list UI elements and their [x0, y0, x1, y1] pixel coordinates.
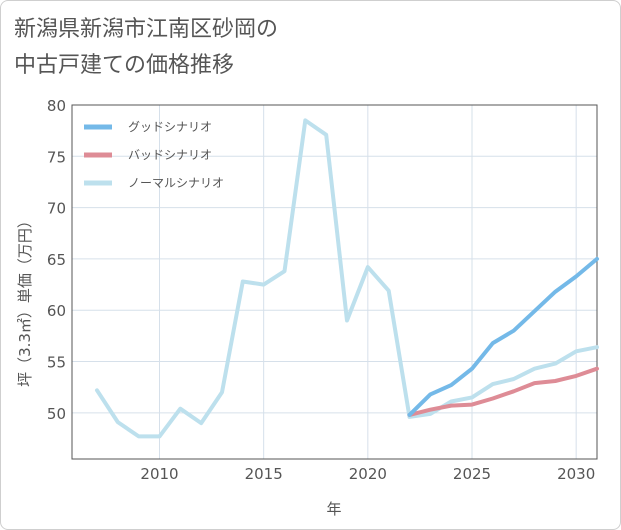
legend-label-1: グッドシナリオ	[128, 120, 212, 134]
legend-label-2: バッドシナリオ	[128, 148, 212, 162]
y-tick-label: 50	[47, 405, 66, 423]
y-tick-label: 80	[47, 97, 66, 115]
x-tick-label: 2030	[557, 465, 595, 483]
chart-title: 新潟県新潟市江南区砂岡の 中古戸建ての価格推移	[14, 12, 604, 84]
y-tick-label: 70	[47, 200, 66, 218]
y-tick-label: 55	[47, 354, 66, 372]
y-axis-label: 坪（3.3㎡）単価（万円）	[16, 213, 34, 387]
series-line-3	[95, 118, 599, 439]
chart-title-line2: 中古戸建ての価格推移	[14, 53, 235, 78]
series-line-2	[407, 366, 599, 417]
y-tick-label: 65	[47, 251, 66, 269]
x-tick-label: 2020	[349, 465, 387, 483]
series-lines	[95, 118, 599, 439]
series-line-1	[407, 256, 599, 417]
x-axis-ticks: 2010 2015 2020 2025 2030	[140, 465, 595, 483]
y-tick-label: 75	[47, 148, 66, 166]
x-axis-label: 年	[326, 500, 341, 518]
chart-title-line1: 新潟県新潟市江南区砂岡の	[14, 17, 279, 42]
x-tick-label: 2010	[140, 465, 178, 483]
y-axis-ticks: 50 55 60 65 70 75 80	[47, 97, 66, 423]
y-tick-label: 60	[47, 302, 66, 320]
plot-area-frame	[71, 104, 598, 460]
legend-label-3: ノーマルシナリオ	[128, 176, 224, 190]
x-tick-label: 2025	[453, 465, 491, 483]
x-tick-label: 2015	[245, 465, 283, 483]
